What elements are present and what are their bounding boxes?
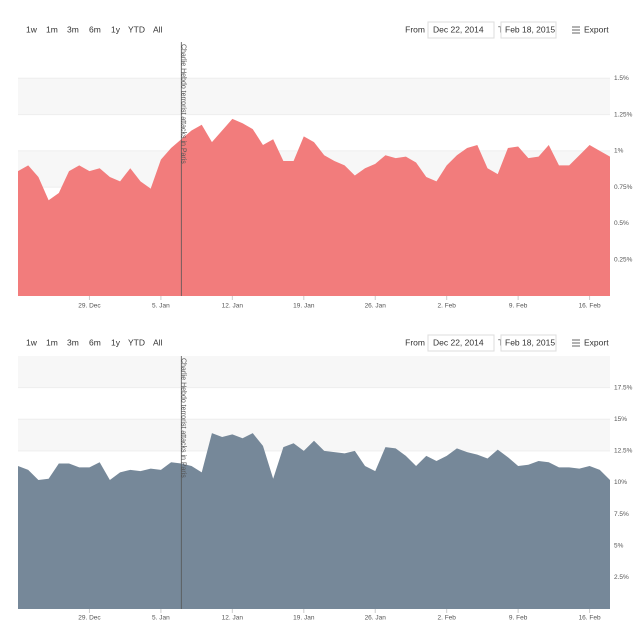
export-button[interactable]: Export — [584, 337, 609, 347]
y-tick-label: 0.5% — [614, 220, 629, 227]
x-tick-label: 19. Jan — [293, 615, 315, 622]
annotation-text: Charlie Hebdo terrorist attacks in Paris — [179, 358, 186, 478]
range-button[interactable]: 3m — [67, 24, 79, 34]
range-button[interactable]: 1w — [26, 337, 38, 347]
grid-band — [18, 356, 610, 388]
y-tick-label: 12.5% — [614, 448, 633, 455]
x-tick-label: 2. Feb — [437, 303, 456, 310]
y-tick-label: 1% — [614, 148, 624, 155]
to-input[interactable] — [500, 21, 557, 39]
range-button[interactable]: 3m — [67, 337, 79, 347]
x-tick-label: 12. Jan — [222, 303, 244, 310]
range-button[interactable]: YTD — [128, 24, 145, 34]
x-tick-label: 26. Jan — [365, 303, 387, 310]
range-button[interactable]: 1y — [111, 337, 121, 347]
from-date: Dec 22, 2014 — [433, 24, 484, 34]
x-tick-label: 29. Dec — [78, 303, 101, 310]
from-date: Dec 22, 2014 — [433, 337, 484, 347]
export-button[interactable]: Export — [584, 24, 609, 34]
y-tick-label: 15% — [614, 416, 627, 423]
y-tick-label: 2.5% — [614, 574, 629, 581]
range-button[interactable]: 1w — [26, 24, 38, 34]
y-tick-label: 0.25% — [614, 256, 633, 263]
from-label: From — [405, 337, 425, 347]
y-tick-label: 7.5% — [614, 511, 629, 518]
y-tick-label: 17.5% — [614, 384, 633, 391]
to-date: Feb 18, 2015 — [505, 24, 555, 34]
y-tick-label: 10% — [614, 479, 627, 486]
x-tick-label: 19. Jan — [293, 303, 315, 310]
from-input[interactable] — [427, 21, 495, 39]
x-tick-label: 12. Jan — [222, 615, 244, 622]
x-tick-label: 26. Jan — [365, 615, 387, 622]
to-input[interactable] — [500, 334, 557, 352]
area — [18, 433, 610, 609]
x-tick-label: 9. Feb — [509, 615, 528, 622]
from-label: From — [405, 24, 425, 34]
x-tick-label: 9. Feb — [509, 303, 528, 310]
y-tick-label: 1.5% — [614, 75, 629, 82]
to-date: Feb 18, 2015 — [505, 337, 555, 347]
x-tick-label: 16. Feb — [579, 303, 601, 310]
x-tick-label: 29. Dec — [78, 615, 101, 622]
range-button[interactable]: 1m — [46, 337, 58, 347]
range-button[interactable]: YTD — [128, 337, 145, 347]
grid-band — [18, 78, 610, 115]
range-button[interactable]: All — [153, 337, 163, 347]
y-tick-label: 0.75% — [614, 184, 633, 191]
range-button[interactable]: 6m — [89, 337, 101, 347]
range-button[interactable]: 1y — [111, 24, 121, 34]
x-tick-label: 16. Feb — [579, 615, 601, 622]
y-tick-label: 1.25% — [614, 111, 633, 118]
range-button[interactable]: 6m — [89, 24, 101, 34]
y-tick-label: 5% — [614, 542, 624, 549]
range-button[interactable]: All — [153, 24, 163, 34]
area — [18, 118, 610, 296]
x-tick-label: 2. Feb — [437, 615, 456, 622]
annotation-text: Charlie Hebdo terrorist attacks in Paris — [179, 44, 186, 164]
x-tick-label: 5. Jan — [152, 615, 170, 622]
range-button[interactable]: 1m — [46, 24, 58, 34]
x-tick-label: 5. Jan — [152, 303, 170, 310]
from-input[interactable] — [427, 334, 495, 352]
